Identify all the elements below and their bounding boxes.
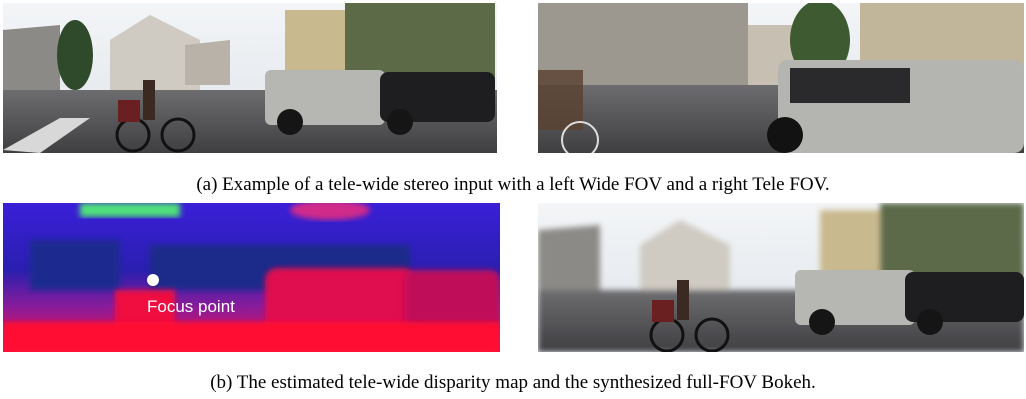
disparity-map: Focus point	[3, 200, 500, 352]
figure: (a) Example of a tele-wide stereo input …	[0, 0, 1026, 399]
caption-a: (a) Example of a tele-wide stereo input …	[196, 174, 829, 195]
focus-point-label: Focus point	[147, 297, 235, 316]
caption-b: (b) The estimated tele-wide disparity ma…	[210, 372, 816, 393]
page: (a) Example of a tele-wide stereo input …	[0, 0, 1026, 399]
bokeh-image	[538, 203, 1024, 352]
tele-fov-image	[538, 0, 1024, 158]
wide-fov-image	[3, 3, 497, 153]
